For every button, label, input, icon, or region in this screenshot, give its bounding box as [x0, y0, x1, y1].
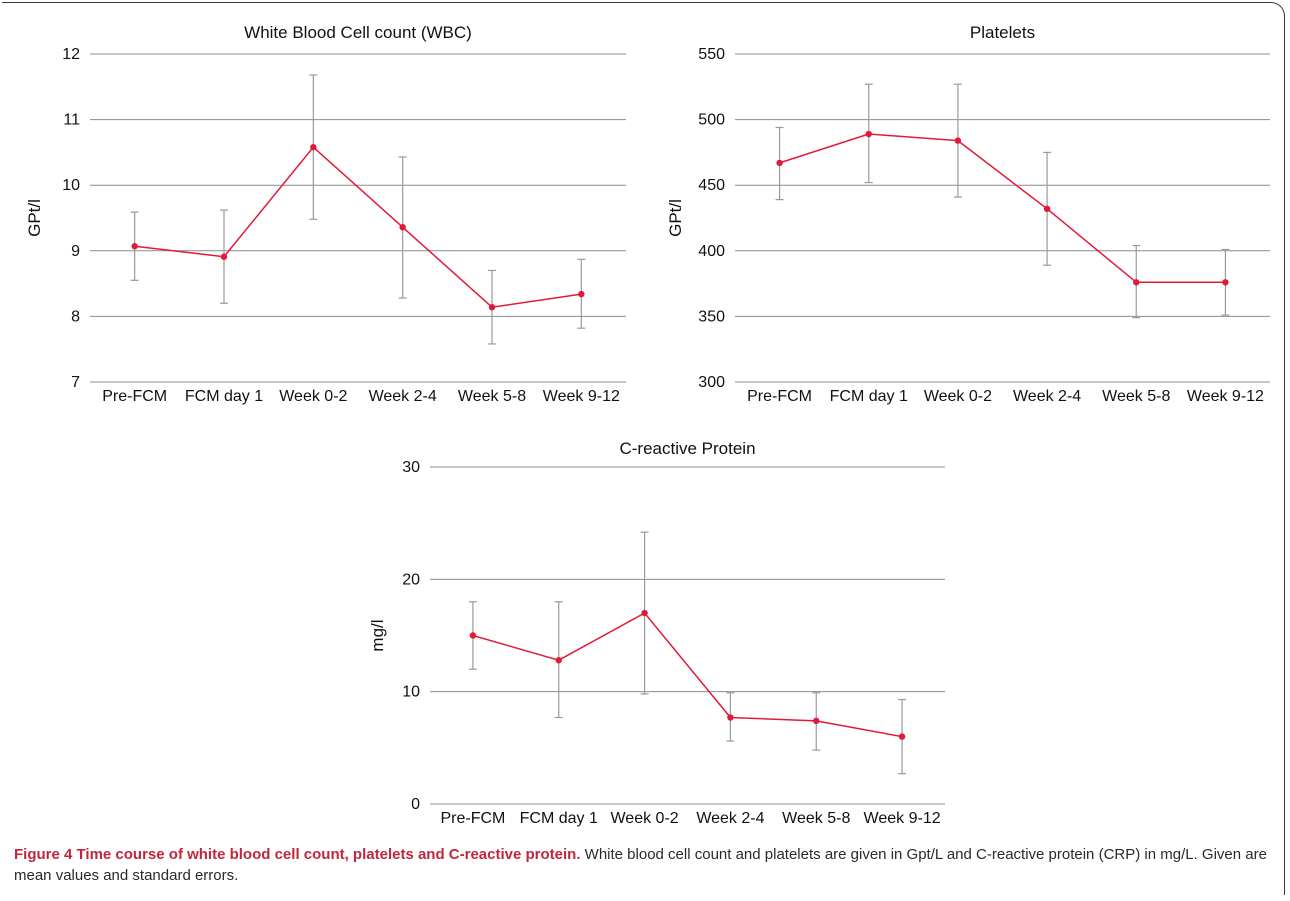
y-tick-label: 8: [71, 308, 80, 325]
x-tick-label: Pre-FCM: [440, 810, 505, 827]
x-tick-label: Week 5-8: [458, 388, 526, 405]
wbc-chart: 7 8 9 10 11 12 White Blood Cell count (WBC) GPt…: [25, 23, 626, 405]
series-line: [134, 146, 582, 309]
data-point: [310, 143, 317, 151]
x-tick-label: Week 0-2: [924, 388, 992, 405]
caption-label: Figure 4 Time course of white blood cell…: [14, 846, 581, 863]
y-axis-label: GPt/l: [25, 199, 44, 237]
y-tick-label: 350: [698, 308, 725, 325]
x-tick-label: Pre-FCM: [102, 388, 167, 405]
data-point: [813, 717, 820, 725]
x-tick-label: Week 2-4: [696, 810, 764, 827]
x-tick-label: Week 5-8: [782, 810, 850, 827]
data-point: [1133, 279, 1140, 286]
data-point: [488, 304, 496, 311]
chart-title: Platelets: [970, 23, 1035, 42]
data-point: [898, 733, 906, 740]
data-point: [399, 223, 406, 231]
x-tick-label: Week 2-4: [1013, 388, 1081, 405]
x-tick-label: Week 0-2: [279, 388, 347, 405]
y-tick-label: 20: [402, 571, 420, 588]
x-tick-label: Week 0-2: [610, 810, 678, 827]
data-point: [220, 253, 228, 260]
data-point: [776, 159, 783, 167]
y-tick-label: 400: [698, 243, 725, 260]
x-tick-label: Week 9-12: [1187, 388, 1264, 405]
data-point: [555, 657, 562, 664]
y-tick-label: 9: [71, 243, 80, 260]
y-tick-label: 30: [402, 459, 420, 476]
x-tick-label: FCM day 1: [520, 810, 598, 827]
data-point: [469, 632, 477, 639]
x-tick-label: FCM day 1: [185, 388, 263, 405]
y-tick-label: 7: [71, 374, 80, 391]
x-tick-label: Week 2-4: [369, 388, 437, 405]
chart-title: White Blood Cell count (WBC): [244, 23, 472, 42]
y-axis-label: GPt/l: [666, 199, 685, 237]
data-point: [578, 290, 585, 298]
y-tick-label: 0: [411, 796, 420, 813]
crp-chart: 0 10 20 30 C-reactive Protein mg/l Pre-FCM FCM …: [368, 439, 945, 827]
x-tick-label: Pre-FCM: [747, 388, 812, 405]
platelets-chart: 300 350 400 450 500 550 Platelets GPt/l Pre-FCM F…: [666, 23, 1270, 405]
y-tick-label: 10: [62, 177, 80, 194]
data-point: [1222, 279, 1229, 286]
chart-title: C-reactive Protein: [619, 439, 755, 458]
x-tick-label: Week 5-8: [1102, 388, 1170, 405]
y-tick-label: 550: [698, 46, 725, 63]
y-tick-label: 450: [698, 177, 725, 194]
x-tick-label: Week 9-12: [864, 810, 941, 827]
data-point: [641, 609, 648, 617]
y-tick-label: 12: [62, 46, 80, 63]
figure-caption: Figure 4 Time course of white blood cell…: [14, 844, 1276, 886]
caption-text: White blood cell count and platelets are…: [14, 846, 1267, 884]
x-tick-label: Week 9-12: [543, 388, 620, 405]
y-tick-label: 500: [698, 112, 725, 129]
series-line: [779, 133, 1226, 284]
data-point: [131, 243, 138, 250]
x-tick-label: FCM day 1: [830, 388, 908, 405]
data-point: [727, 714, 734, 721]
y-axis-label: mg/l: [368, 619, 387, 651]
data-point: [865, 130, 872, 138]
y-tick-label: 11: [63, 112, 80, 129]
data-point: [954, 137, 962, 144]
data-point: [1043, 205, 1051, 213]
y-tick-label: 300: [698, 374, 725, 391]
series-line: [472, 612, 903, 738]
y-tick-label: 10: [402, 684, 420, 701]
